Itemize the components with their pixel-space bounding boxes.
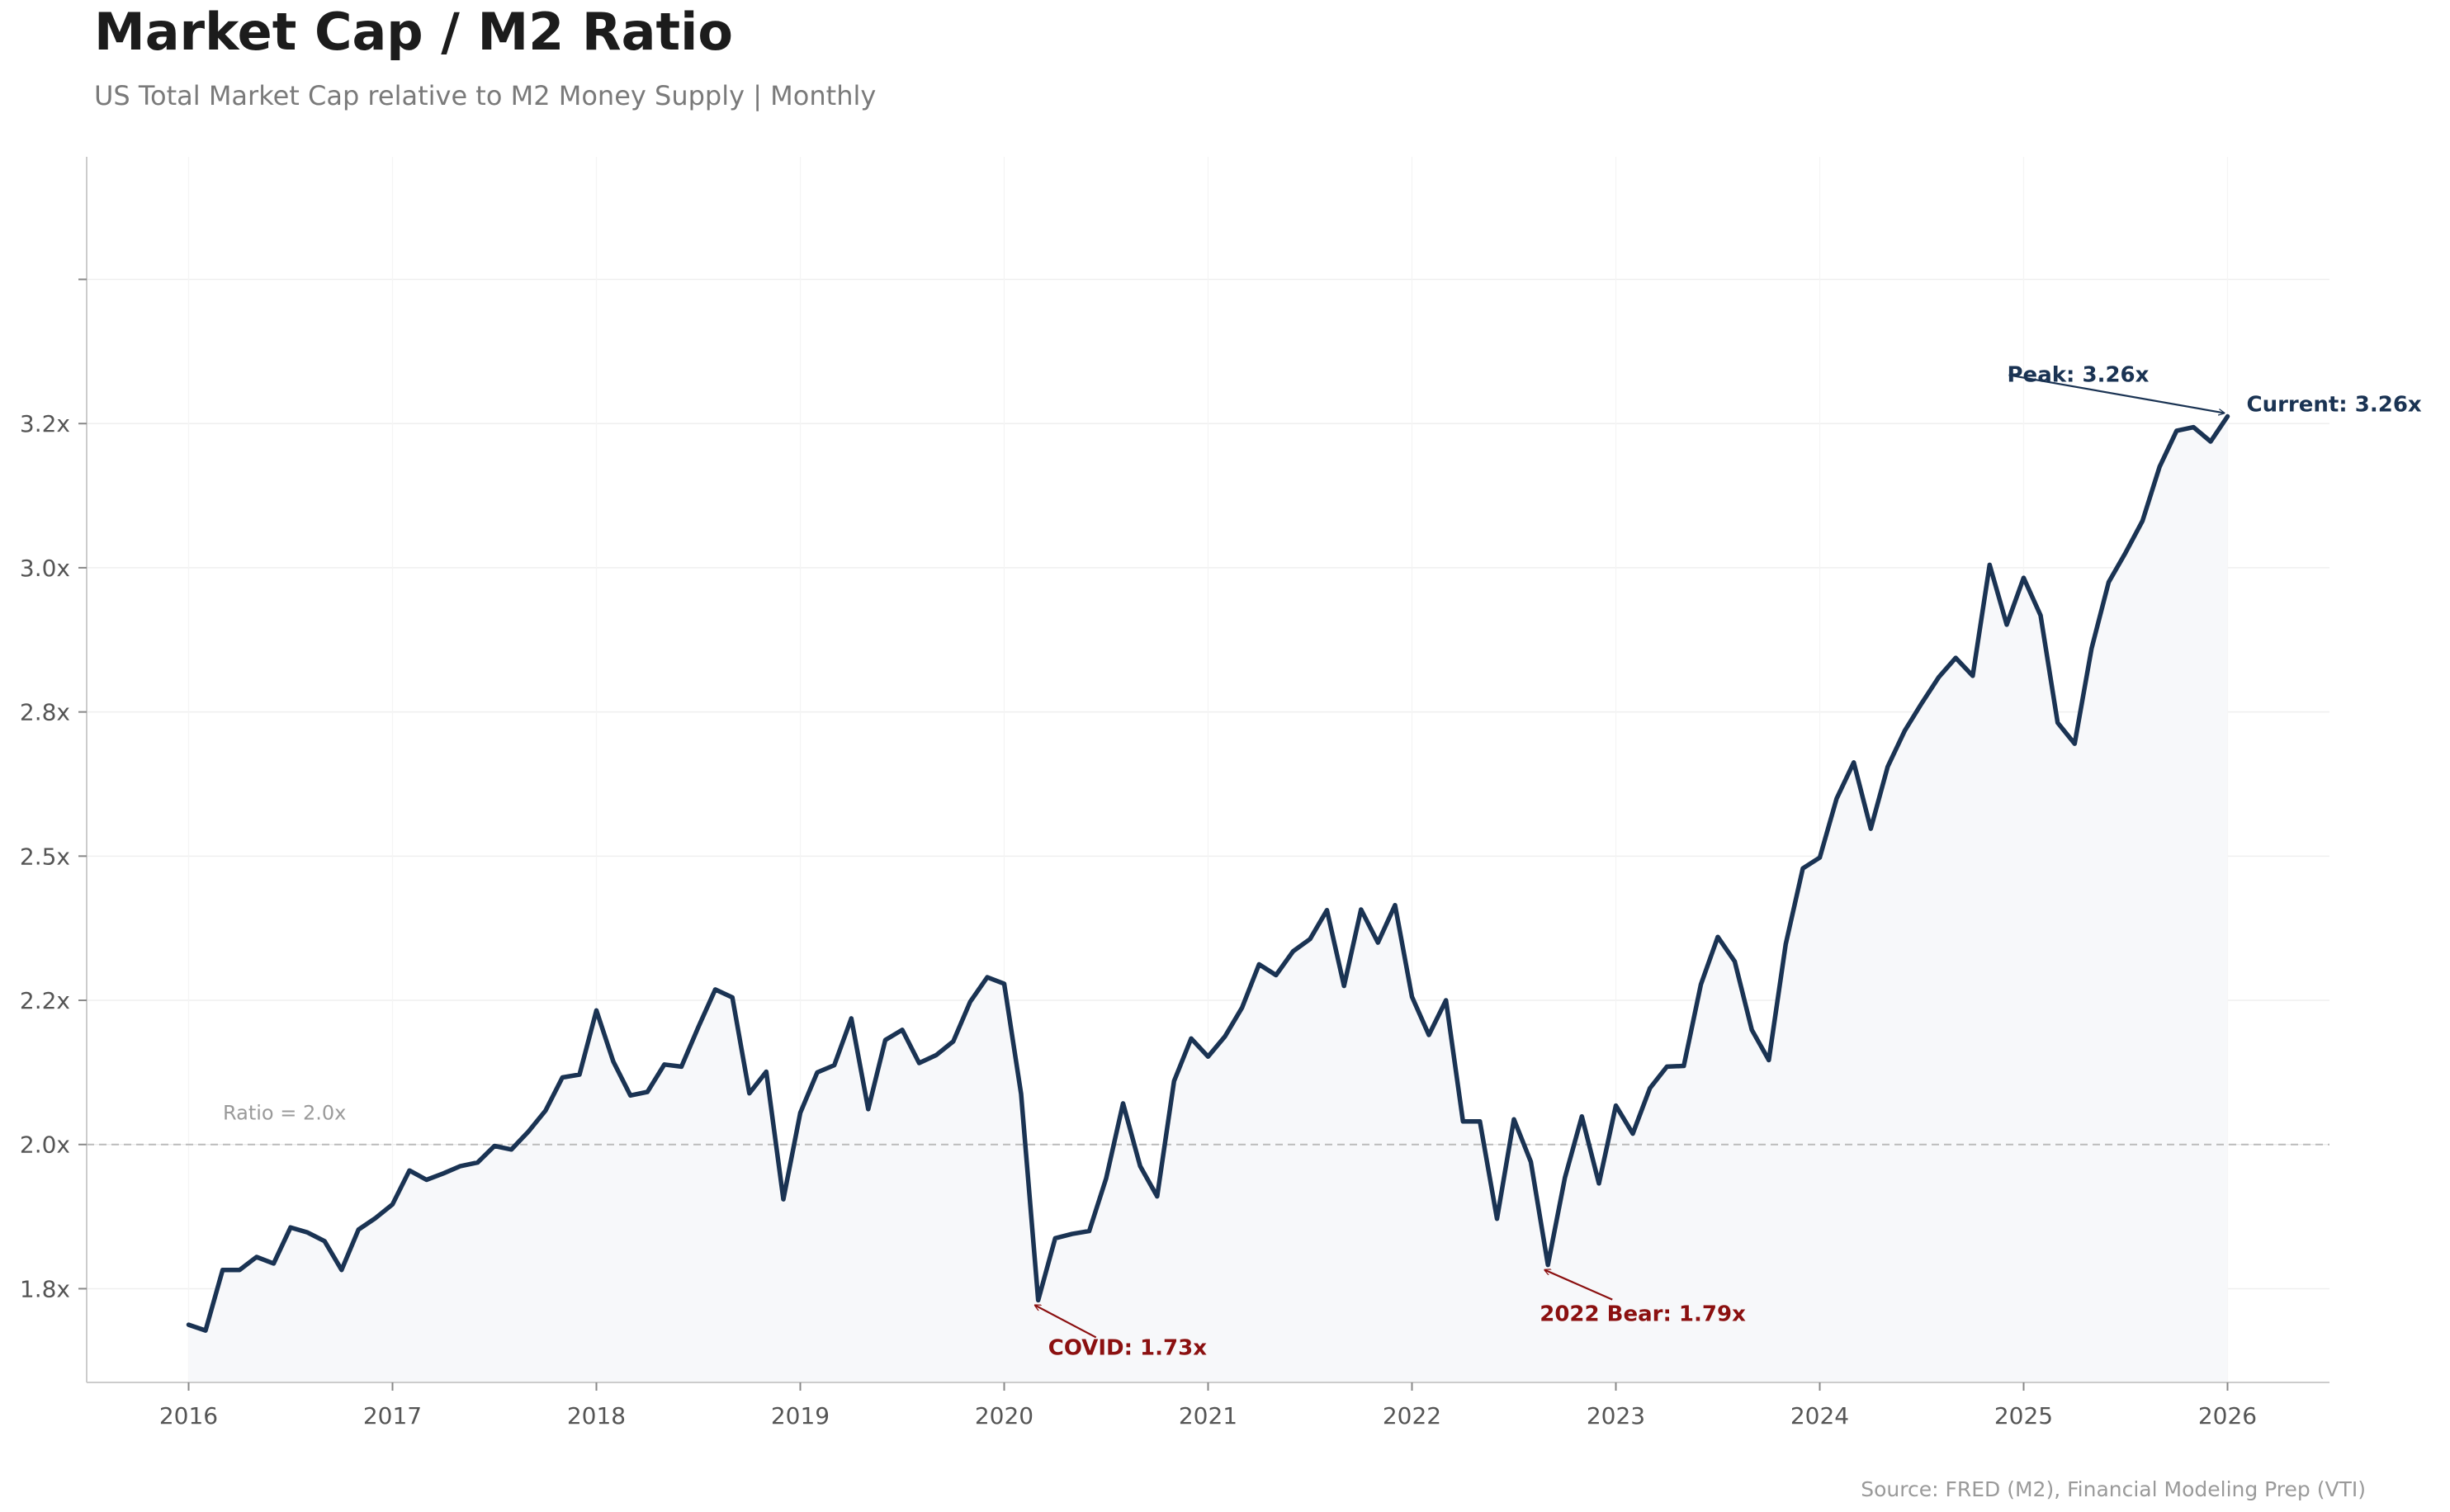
axes: 1.8x 2.0x 2.2x 2.5x 2.8x 3.0x 3.2x 2016 2017 2018… (20, 157, 2329, 1429)
annotation-label: Peak: 3.26x (2008, 362, 2150, 387)
reference-line-layer: Ratio = 2.0x (87, 1102, 2329, 1146)
annotation-arrow (1035, 1305, 1097, 1339)
x-tick-label: 2019 (771, 1402, 830, 1429)
y-tick-label: 2.5x (20, 843, 70, 870)
x-tick-label: 2023 (1587, 1402, 1645, 1429)
x-tick-label: 2021 (1179, 1402, 1237, 1429)
x-tick-label: 2020 (975, 1402, 1033, 1429)
x-tick-label: 2024 (1790, 1402, 1849, 1429)
chart-title: Market Cap / M2 Ratio (94, 2, 733, 62)
chart-subtitle: US Total Market Cap relative to M2 Money… (94, 80, 877, 111)
y-tick-label: 1.8x (20, 1275, 70, 1302)
annotation-label: 2022 Bear: 1.79x (1540, 1302, 1746, 1327)
y-tick-label: 2.8x (20, 699, 70, 726)
y-tick-label: 2.0x (20, 1132, 70, 1159)
x-tick-label: 2018 (567, 1402, 626, 1429)
y-tick-label: 3.0x (20, 555, 70, 582)
area-fill-layer (188, 416, 2228, 1382)
annotation-arrow (2008, 374, 2225, 413)
reference-line-label: Ratio = 2.0x (223, 1102, 346, 1125)
x-tick-label: 2026 (2198, 1402, 2257, 1429)
annotations: Peak: 3.26x Current: 3.26x COVID: 1.73x 202… (1035, 362, 2422, 1360)
x-tick-label: 2016 (159, 1402, 218, 1429)
x-tick-label: 2017 (363, 1402, 422, 1429)
source-note: Source: FRED (M2), Financial Modeling Pr… (1861, 1477, 2366, 1501)
annotation-arrow (1544, 1270, 1613, 1301)
series-line (186, 413, 2230, 1333)
annotation-label: COVID: 1.73x (1048, 1335, 1207, 1360)
series-line-layer (186, 413, 2230, 1333)
x-tick-label: 2022 (1383, 1402, 1441, 1429)
y-tick-label: 3.2x (20, 410, 70, 437)
y-tick-label: 2.2x (20, 987, 70, 1014)
annotation-label: Current: 3.26x (2247, 392, 2422, 417)
series-area-fill (188, 416, 2228, 1382)
x-tick-label: 2025 (1994, 1402, 2053, 1429)
